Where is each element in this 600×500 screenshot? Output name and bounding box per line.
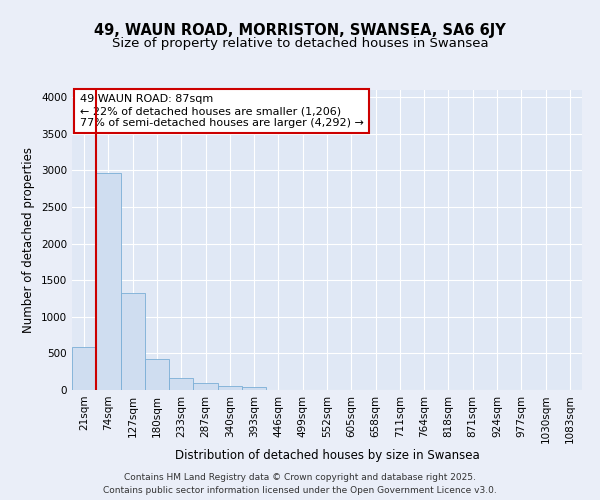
Bar — [72, 347, 96, 390]
Bar — [145, 360, 169, 390]
Bar — [96, 172, 121, 390]
Bar — [169, 378, 193, 390]
Bar — [193, 383, 218, 390]
Text: 49 WAUN ROAD: 87sqm
← 22% of detached houses are smaller (1,206)
77% of semi-det: 49 WAUN ROAD: 87sqm ← 22% of detached ho… — [80, 94, 364, 128]
Bar — [121, 292, 145, 390]
X-axis label: Distribution of detached houses by size in Swansea: Distribution of detached houses by size … — [175, 449, 479, 462]
Y-axis label: Number of detached properties: Number of detached properties — [22, 147, 35, 333]
Text: Size of property relative to detached houses in Swansea: Size of property relative to detached ho… — [112, 38, 488, 51]
Text: Contains HM Land Registry data © Crown copyright and database right 2025.
Contai: Contains HM Land Registry data © Crown c… — [103, 474, 497, 495]
Bar — [242, 386, 266, 390]
Text: 49, WAUN ROAD, MORRISTON, SWANSEA, SA6 6JY: 49, WAUN ROAD, MORRISTON, SWANSEA, SA6 6… — [94, 22, 506, 38]
Bar — [218, 386, 242, 390]
